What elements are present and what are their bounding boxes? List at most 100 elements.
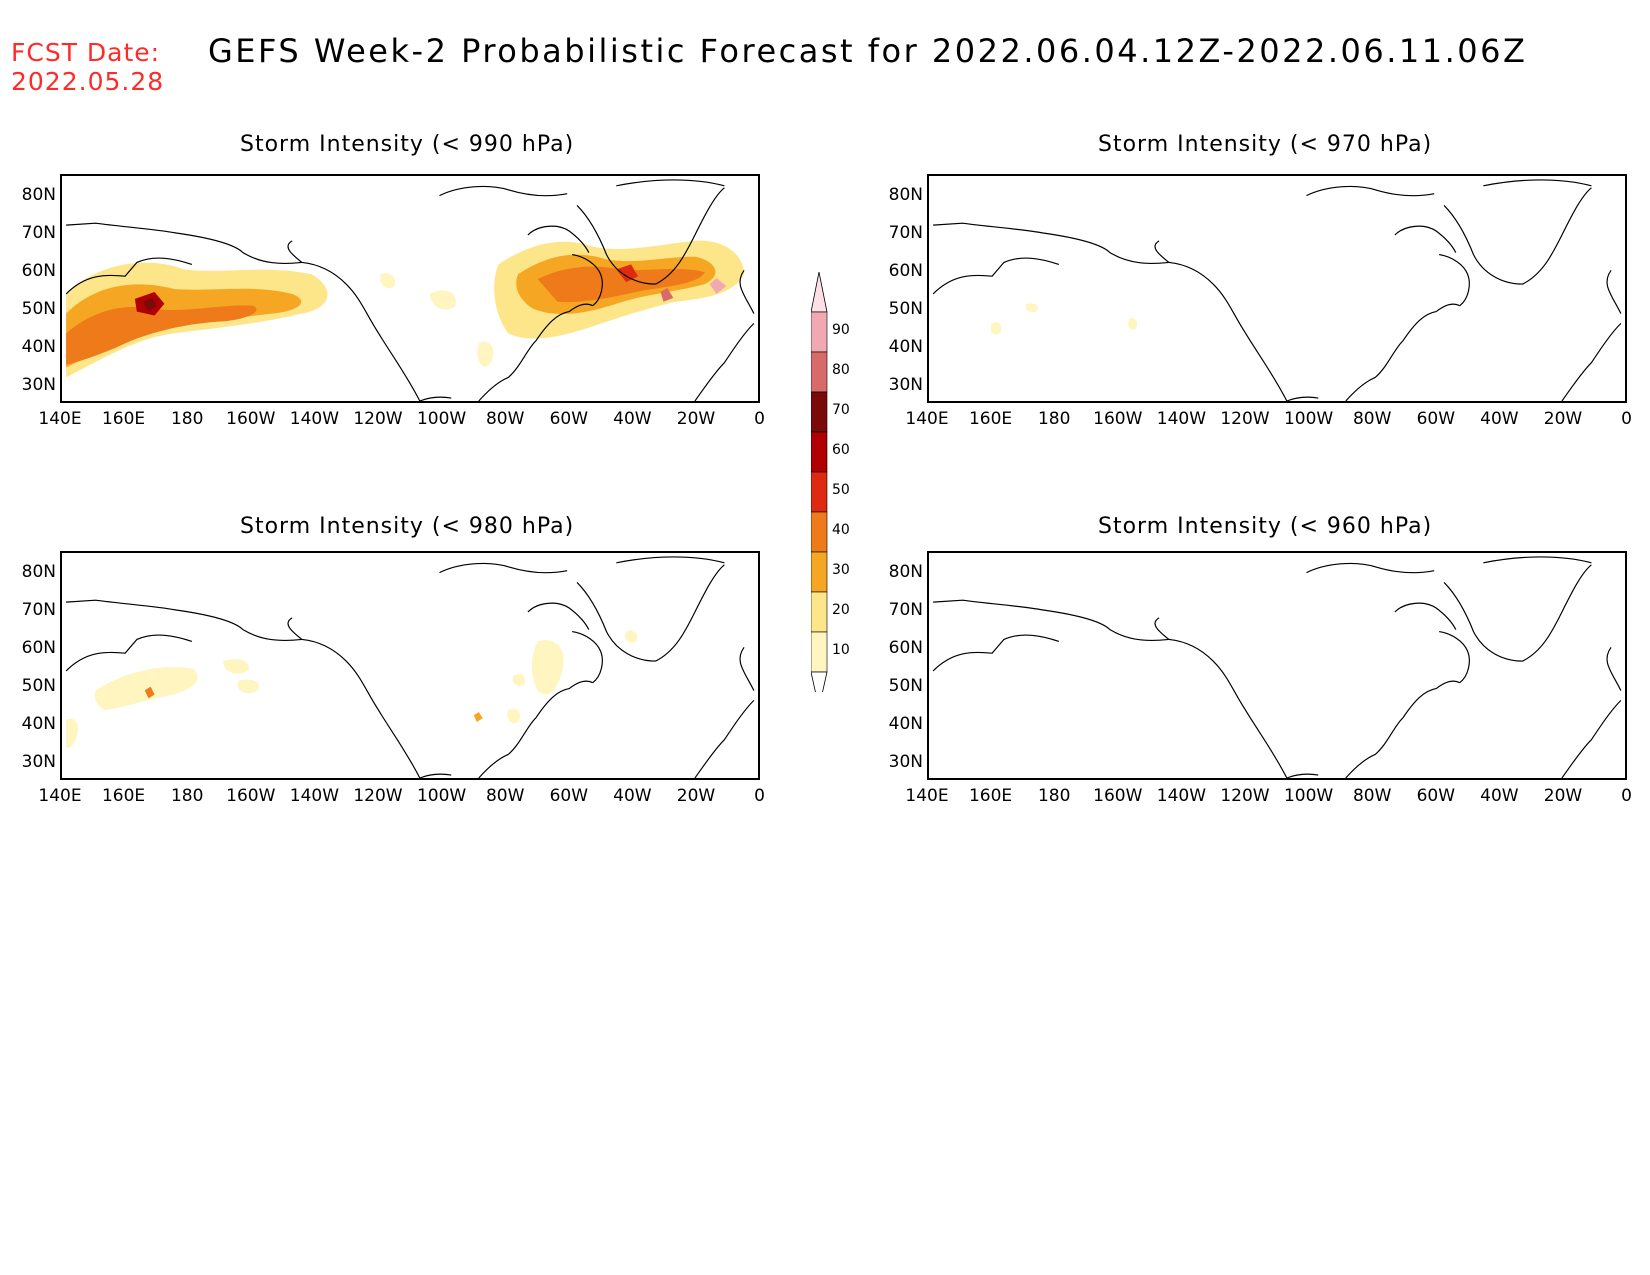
lat-tick-label: 50N <box>21 299 56 319</box>
probability-shading <box>66 305 257 365</box>
lon-tick-label: 160E <box>968 786 1013 806</box>
coastline <box>1443 187 1592 285</box>
fcst-date-value: 2022.05.28 <box>11 67 165 96</box>
coastline <box>1345 340 1404 401</box>
lat-tick-label: 70N <box>21 600 56 620</box>
coastline <box>478 340 537 401</box>
lat-tick-label: 80N <box>21 562 56 582</box>
probability-shading <box>660 288 674 302</box>
page-title: GEFS Week-2 Probabilistic Forecast for 2… <box>208 32 1528 70</box>
lon-tick-label: 0 <box>1621 786 1632 806</box>
colorbar-level-label: 30 <box>832 562 850 578</box>
probability-shading <box>1128 317 1138 330</box>
coastline <box>1561 699 1622 778</box>
lon-tick-label: 140E <box>38 786 82 806</box>
coastline <box>1154 617 1170 640</box>
fcst-date-caption: FCST Date: <box>11 38 161 67</box>
coastline <box>572 631 603 684</box>
lon-tick-label: 60W <box>1416 786 1456 806</box>
coastline <box>933 222 1169 265</box>
probability-shading <box>512 674 526 686</box>
lon-tick-label: 160E <box>968 409 1013 429</box>
lon-tick-label: 140W <box>1156 409 1207 429</box>
lon-tick-label: 100W <box>416 409 467 429</box>
coastline <box>1154 240 1170 263</box>
lon-tick-label: 180 <box>1037 409 1071 429</box>
lon-tick-label: 20W <box>1543 409 1583 429</box>
map-canvas <box>932 179 1622 401</box>
colorbar-level-label: 90 <box>832 322 850 338</box>
colorbar: 10 20 30 40 50 60 70 80 90 <box>810 271 871 709</box>
lon-tick-label: 160W <box>226 786 276 806</box>
panel-title-970: Storm Intensity (< 970 hPa) <box>1098 132 1433 157</box>
coastline <box>576 564 725 662</box>
probability-shading <box>237 679 259 694</box>
coastline <box>535 680 594 719</box>
coastline <box>1483 556 1592 564</box>
colorbar-bottom-arrow <box>810 671 828 709</box>
coastline <box>65 634 193 672</box>
coastline <box>616 179 725 187</box>
lon-tick-label: 40W <box>613 409 652 429</box>
lon-tick-label: 140W <box>289 786 340 806</box>
coastline <box>1402 303 1461 342</box>
colorbar-level-label: 70 <box>832 402 850 418</box>
coastline <box>287 240 303 263</box>
lon-tick-label: 20W <box>1543 786 1583 806</box>
lat-tick-label: 80N <box>888 185 923 205</box>
lon-tick-label: 0 <box>1621 409 1632 429</box>
coastline <box>439 562 568 574</box>
lon-tick-label: 100W <box>1283 786 1334 806</box>
lon-tick-label: 60W <box>1416 409 1456 429</box>
coastline <box>301 261 421 401</box>
lon-tick-label: 100W <box>1283 409 1334 429</box>
coastline <box>527 225 590 253</box>
coastline <box>439 185 568 197</box>
lon-tick-label: 80W <box>485 786 525 806</box>
colorbar-level-label: 40 <box>832 522 850 538</box>
probability-shading <box>625 630 638 643</box>
lat-tick-label: 50N <box>888 299 923 319</box>
probability-shading <box>66 718 78 748</box>
lat-tick-label: 60N <box>21 638 56 658</box>
coastline <box>419 396 452 401</box>
coastline <box>1168 261 1288 401</box>
panel-title-980: Storm Intensity (< 980 hPa) <box>240 514 575 539</box>
probability-shading <box>142 297 157 312</box>
coastline <box>419 773 452 778</box>
lon-tick-label: 40W <box>1480 786 1519 806</box>
colorbar-segment <box>810 551 828 593</box>
map-canvas <box>65 556 755 778</box>
lat-tick-label: 40N <box>21 337 56 357</box>
coastline <box>301 638 421 778</box>
lon-tick-label: 120W <box>1220 409 1270 429</box>
lon-tick-label: 120W <box>353 786 403 806</box>
coastline <box>1606 269 1622 314</box>
lat-tick-label: 30N <box>21 375 56 395</box>
lat-tick-label: 60N <box>888 638 923 658</box>
lon-tick-label: 80W <box>485 409 525 429</box>
coastline <box>1286 396 1319 401</box>
coastline <box>66 599 302 642</box>
probability-shading <box>429 290 456 310</box>
map-canvas <box>65 179 755 401</box>
probability-shading <box>223 659 249 674</box>
colorbar-segment <box>810 591 828 633</box>
lat-tick-label: 70N <box>21 223 56 243</box>
lat-tick-label: 40N <box>888 337 923 357</box>
probability-shading <box>1025 303 1038 313</box>
lat-tick-label: 30N <box>21 752 56 772</box>
colorbar-segment <box>810 431 828 473</box>
lon-tick-label: 100W <box>416 786 467 806</box>
coastline <box>932 634 1060 672</box>
lon-tick-label: 120W <box>1220 786 1270 806</box>
lon-tick-label: 80W <box>1352 409 1392 429</box>
colorbar-level-label: 50 <box>832 482 850 498</box>
coastline <box>1402 680 1461 719</box>
colorbar-segment <box>810 631 828 673</box>
lat-tick-label: 60N <box>888 261 923 281</box>
probability-shading <box>616 264 638 283</box>
lon-tick-label: 80W <box>1352 786 1392 806</box>
probability-shading <box>709 278 727 294</box>
colorbar-level-label: 20 <box>832 602 850 618</box>
